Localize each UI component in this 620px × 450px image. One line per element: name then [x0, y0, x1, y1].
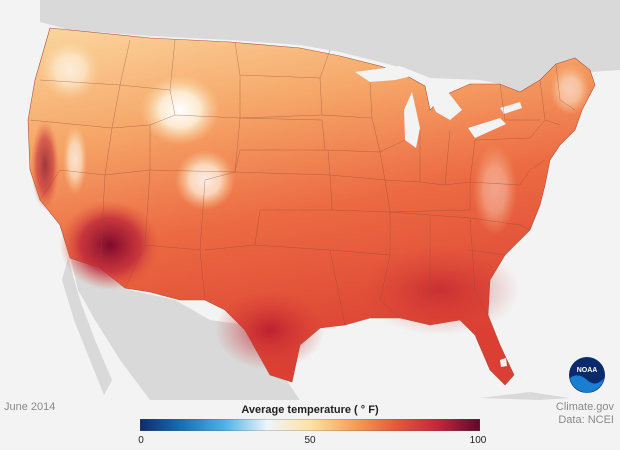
lake-okeechobee [500, 358, 507, 367]
baja-land [62, 258, 112, 395]
noaa-logo-text: NOAA [577, 367, 598, 374]
texas-hot-region [215, 290, 325, 370]
sierra-cool-region [63, 125, 87, 195]
cascades-cool-region [40, 40, 100, 100]
great-lakes [355, 66, 522, 148]
credit-data: Data: NCEI [558, 414, 614, 426]
state-boundaries [29, 39, 576, 326]
legend-title: Average temperature ( ° F) [241, 404, 379, 416]
cuba-land [480, 392, 570, 400]
temperature-map [27, 0, 620, 400]
canada-land [40, 0, 620, 92]
central-valley-hot [31, 120, 59, 210]
legend-color-bar [140, 419, 480, 431]
appalachian-cool-region [473, 145, 517, 235]
credit-source: Climate.gov [555, 401, 614, 413]
legend-tick-mid: 50 [304, 435, 316, 446]
date-label: June 2014 [4, 401, 56, 413]
southwest-hot-region [60, 200, 160, 290]
legend-tick-min: 0 [138, 435, 144, 446]
rockies-cool-region [140, 75, 220, 145]
southeast-hot-region [360, 245, 520, 335]
noaa-logo: NOAA [569, 357, 605, 393]
new-england-cool-region [550, 65, 590, 115]
legend-tick-max: 100 [469, 435, 487, 446]
credits: Climate.gov Data: NCEI [556, 401, 614, 427]
